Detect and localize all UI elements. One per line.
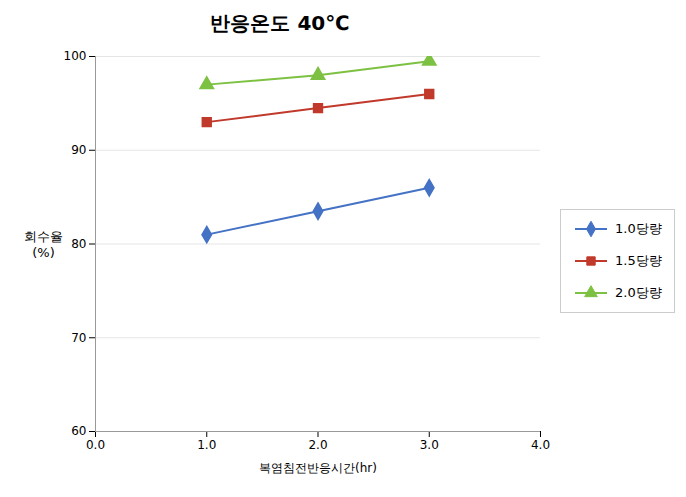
svg-text:80: 80 [71, 237, 86, 251]
svg-text:4.0: 4.0 [531, 438, 550, 452]
html-text:1.0당량: 1.0당량 [615, 221, 662, 236]
svg-text:2.0: 2.0 [308, 438, 327, 452]
svg-text:회수율(%): 회수율(%) [24, 229, 63, 260]
svg-text:1.0: 1.0 [197, 438, 216, 452]
html-text:2.0당량: 2.0당량 [615, 285, 662, 300]
html-text:1.5당량: 1.5당량 [615, 253, 662, 268]
svg-text:3.0: 3.0 [420, 438, 439, 452]
svg-text:70: 70 [71, 331, 86, 345]
svg-text:90: 90 [71, 143, 86, 157]
svg-text:복염침전반응시간(hr): 복염침전반응시간(hr) [259, 461, 377, 475]
svg-text:0.0: 0.0 [86, 438, 105, 452]
svg-text:100: 100 [64, 49, 87, 63]
svg-text:60: 60 [71, 424, 86, 438]
html-text:반응온도 40℃: 반응온도 40℃ [210, 11, 350, 35]
